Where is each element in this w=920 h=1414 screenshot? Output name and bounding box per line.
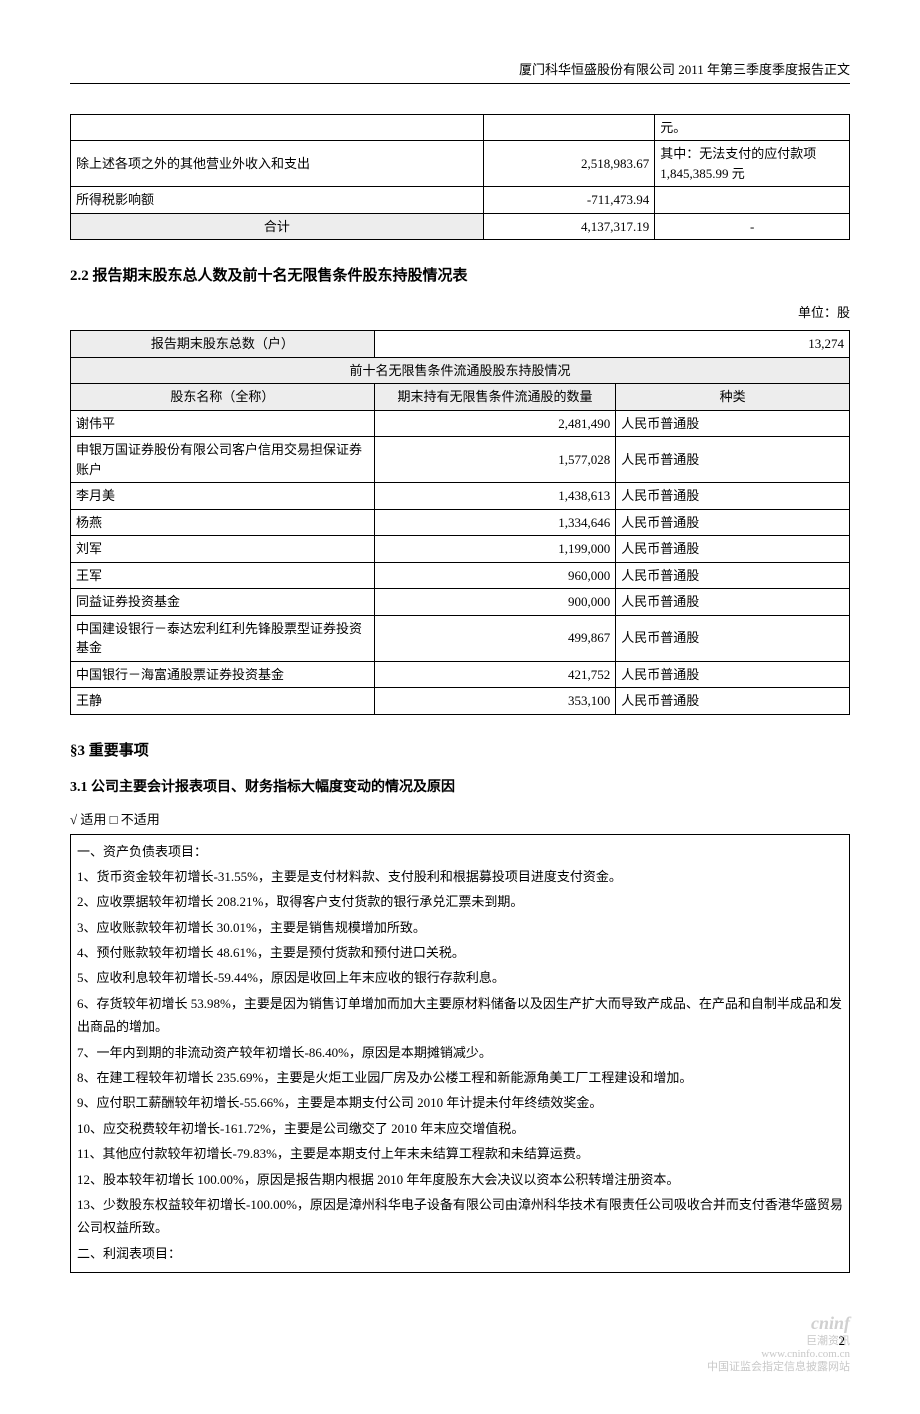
content-item-11: 12、股本较年初增长 100.00%，原因是报告期内根据 2010 年年度股东大… [77,1168,843,1191]
t1r3c0: 合计 [71,213,484,240]
watermark-sub3: 中国证监会指定信息披露网站 [707,1361,850,1373]
page-header: 厦门科华恒盛股份有限公司 2011 年第三季度季度报告正文 [70,60,850,84]
content-h2: 二、利润表项目： [77,1242,843,1265]
t2r6-qty: 900,000 [374,589,615,616]
t1r1c0: 除上述各项之外的其他营业外收入和支出 [71,141,484,187]
content-h1: 一、资产负债表项目： [77,840,843,863]
t2r0-qty: 2,481,490 [374,410,615,437]
table-shareholders: 报告期末股东总数（户） 13,274 前十名无限售条件流通股股东持股情况 股东名… [70,330,850,715]
t2r2-type: 人民币普通股 [616,483,850,510]
content-item-8: 9、应付职工薪酬较年初增长-55.66%，主要是本期支付公司 2010 年计提未… [77,1091,843,1114]
t1r1c1: 2,518,983.67 [483,141,654,187]
t2r5-qty: 960,000 [374,562,615,589]
t2r5-type: 人民币普通股 [616,562,850,589]
t2-h-type: 种类 [616,384,850,411]
t2r6-name: 同益证券投资基金 [71,589,375,616]
t2r6-type: 人民币普通股 [616,589,850,616]
t2r3-name: 杨燕 [71,509,375,536]
t1r2c1: -711,473.94 [483,187,654,214]
t2r3-type: 人民币普通股 [616,509,850,536]
unit-label: 单位：股 [70,303,850,323]
t2r8-qty: 421,752 [374,661,615,688]
t1r2c0: 所得税影响额 [71,187,484,214]
content-item-9: 10、应交税费较年初增长-161.72%，主要是公司缴交了 2010 年末应交增… [77,1117,843,1140]
applicable-text: √ 适用 □ 不适用 [70,810,850,830]
t2r4-qty: 1,199,000 [374,536,615,563]
t2r8-name: 中国银行－海富通股票证券投资基金 [71,661,375,688]
t1r2c2 [655,187,850,214]
watermark: cninf 巨潮资讯 www.cninfo.com.cn 中国证监会指定信息披露… [70,1313,850,1374]
t2r1-qty: 1,577,028 [374,437,615,483]
t2-total-value: 13,274 [374,331,849,358]
content-box: 一、资产负债表项目： 1、货币资金较年初增长-31.55%，主要是支付材料款、支… [70,834,850,1274]
content-item-3: 4、预付账款较年初增长 48.61%，主要是预付货款和预付进口关税。 [77,941,843,964]
content-item-12: 13、少数股东权益较年初增长-100.00%，原因是漳州科华电子设备有限公司由漳… [77,1193,843,1240]
page-footer: 2 cninf 巨潮资讯 www.cninfo.com.cn 中国证监会指定信息… [70,1313,850,1374]
content-item-4: 5、应收利息较年初增长-59.44%，原因是收回上年末应收的银行存款利息。 [77,966,843,989]
t2r7-qty: 499,867 [374,615,615,661]
t2r2-qty: 1,438,613 [374,483,615,510]
t2r5-name: 王军 [71,562,375,589]
t2r7-type: 人民币普通股 [616,615,850,661]
t1r3c2: - [655,213,850,240]
t2r0-type: 人民币普通股 [616,410,850,437]
t1r3c1: 4,137,317.19 [483,213,654,240]
t1r0c0 [71,114,484,141]
content-item-5: 6、存货较年初增长 53.98%，主要是因为销售订单增加而加大主要原材料储备以及… [77,992,843,1039]
t2r1-type: 人民币普通股 [616,437,850,483]
t2r4-name: 刘军 [71,536,375,563]
t2r9-type: 人民币普通股 [616,688,850,715]
content-item-1: 2、应收票据较年初增长 208.21%，取得客户支付货款的银行承兑汇票未到期。 [77,890,843,913]
t1r1c2: 其中：无法支付的应付款项 1,845,385.99 元 [655,141,850,187]
t2r7-name: 中国建设银行－泰达宏利红利先锋股票型证券投资基金 [71,615,375,661]
section-3-1-title: 3.1 公司主要会计报表项目、财务指标大幅度变动的情况及原因 [70,777,850,798]
table-nonrecurring: 元。 除上述各项之外的其他营业外收入和支出 2,518,983.67 其中：无法… [70,114,850,241]
t2r1-name: 申银万国证券股份有限公司客户信用交易担保证券账户 [71,437,375,483]
t2-h-name: 股东名称（全称） [71,384,375,411]
t2r0-name: 谢伟平 [71,410,375,437]
page-number: 2 [839,1331,846,1351]
content-item-6: 7、一年内到期的非流动资产较年初增长-86.40%，原因是本期摊销减少。 [77,1041,843,1064]
t2-h-qty: 期末持有无限售条件流通股的数量 [374,384,615,411]
t2r9-name: 王静 [71,688,375,715]
watermark-logo: cninf [811,1313,850,1333]
t2r2-name: 李月美 [71,483,375,510]
t2r3-qty: 1,334,646 [374,509,615,536]
t2-total-label: 报告期末股东总数（户） [71,331,375,358]
content-item-7: 8、在建工程较年初增长 235.69%，主要是火炬工业园厂房及办公楼工程和新能源… [77,1066,843,1089]
section-3-title: §3 重要事项 [70,740,850,763]
content-item-2: 3、应收账款较年初增长 30.01%，主要是销售规模增加所致。 [77,916,843,939]
watermark-sub2: www.cninfo.com.cn [761,1348,850,1360]
content-item-0: 1、货币资金较年初增长-31.55%，主要是支付材料款、支付股利和根据募投项目进… [77,865,843,888]
t2r4-type: 人民币普通股 [616,536,850,563]
t2r9-qty: 353,100 [374,688,615,715]
t2r8-type: 人民币普通股 [616,661,850,688]
t1r0c2: 元。 [655,114,850,141]
t1r0c1 [483,114,654,141]
t2-subheader: 前十名无限售条件流通股股东持股情况 [71,357,850,384]
section-2-2-title: 2.2 报告期末股东总人数及前十名无限售条件股东持股情况表 [70,265,850,288]
content-item-10: 11、其他应付款较年初增长-79.83%，主要是本期支付上年末未结算工程款和未结… [77,1142,843,1165]
